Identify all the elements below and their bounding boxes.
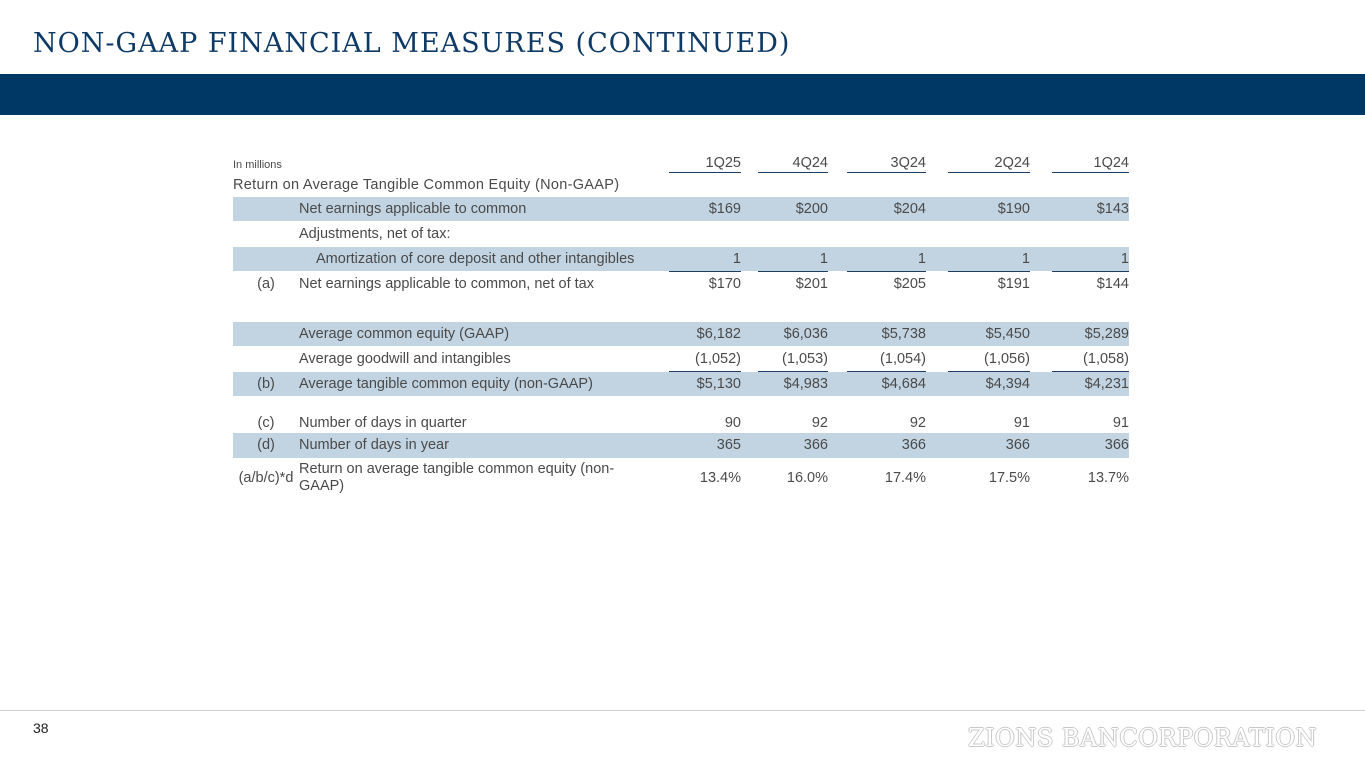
table-row: (a) Net earnings applicable to common, n… [233,272,1129,296]
column-header: 4Q24 [792,155,828,171]
column-header-underline [948,172,1030,173]
cell-value: (1,054) [880,351,926,367]
units-note: In millions [233,159,282,171]
column-header-underline [669,172,741,173]
subtotal-underline [847,271,926,272]
cell-value: $6,182 [696,326,741,342]
table-row: Net earnings applicable to common $169 $… [233,197,1129,221]
cell-value: 92 [811,415,828,431]
row-label: (a) [257,276,275,292]
cell-value: $6,036 [783,326,828,342]
subtotal-underline [669,271,741,272]
cell-value: 1 [732,251,741,267]
subtotal-underline [948,371,1030,372]
subtotal-underline [948,271,1030,272]
row-label: (a/b/c)*d [238,470,294,486]
subtotal-underline [669,371,741,372]
column-header: 2Q24 [994,155,1030,171]
column-header-underline [847,172,926,173]
cell-value: 1 [1021,251,1030,267]
table-row: Adjustments, net of tax: [233,222,1129,246]
cell-value: $200 [795,201,828,217]
cell-value: $5,738 [881,326,926,342]
table-row: (c) Number of days in quarter 90 92 92 9… [233,411,1129,433]
row-description: Adjustments, net of tax: [299,226,451,242]
column-header-underline [758,172,828,173]
row-description: Net earnings applicable to common, net o… [299,276,594,292]
cell-value: $205 [893,276,926,292]
header-band [0,74,1365,115]
cell-value: $144 [1096,276,1129,292]
cell-value: $204 [893,201,926,217]
cell-value: $4,983 [783,376,828,392]
subtotal-underline [1052,271,1129,272]
cell-value: 366 [1005,437,1030,453]
cell-value: $201 [795,276,828,292]
page-title: NON-GAAP FINANCIAL MEASURES (CONTINUED) [33,28,791,59]
row-description: Number of days in quarter [299,415,467,431]
column-header: 1Q24 [1093,155,1129,171]
subtotal-underline [758,371,828,372]
column-header: 3Q24 [890,155,926,171]
cell-value: $4,394 [985,376,1030,392]
company-logo: ZIONS BANCORPORATION [968,724,1318,752]
row-label: (d) [257,437,275,453]
table-header-row: In millions 1Q25 4Q24 3Q24 2Q24 1Q24 [233,155,1129,175]
row-description: Average goodwill and intangibles [299,351,511,367]
subtotal-underline [1052,371,1129,372]
cell-value: $170 [708,276,741,292]
cell-value: 90 [724,415,741,431]
cell-value: (1,056) [984,351,1030,367]
section-heading: Return on Average Tangible Common Equity… [233,176,1129,198]
cell-value: $5,289 [1084,326,1129,342]
cell-value: $4,684 [881,376,926,392]
row-description: Return on average tangible common equity… [299,461,615,494]
cell-value: 91 [1112,415,1129,431]
cell-value: $5,450 [985,326,1030,342]
cell-value: $169 [708,201,741,217]
row-label: (c) [257,415,275,431]
table-row: Average goodwill and intangibles (1,052)… [233,347,1129,371]
cell-value: $191 [997,276,1030,292]
cell-value: 1 [1120,251,1129,267]
cell-value: $4,231 [1084,376,1129,392]
cell-value: $5,130 [696,376,741,392]
row-label: (b) [257,376,275,392]
cell-value: 366 [1104,437,1129,453]
column-header-underline [1052,172,1129,173]
cell-value: 13.7% [1087,470,1129,486]
cell-value: (1,052) [695,351,741,367]
table-row: Average common equity (GAAP) $6,182 $6,0… [233,322,1129,346]
cell-value: 366 [803,437,828,453]
row-description: Average tangible common equity (non-GAAP… [299,376,593,392]
cell-value: 91 [1013,415,1030,431]
cell-value: $190 [997,201,1030,217]
table-row: (a/b/c)*d Return on average tangible com… [233,459,1129,499]
row-description: Net earnings applicable to common [299,201,527,217]
cell-value: 366 [901,437,926,453]
cell-value: 13.4% [699,470,741,486]
cell-value: (1,053) [782,351,828,367]
cell-value: $143 [1096,201,1129,217]
section-heading-text: Return on Average Tangible Common Equity… [233,177,620,193]
column-header: 1Q25 [705,155,741,171]
table-row: (d) Number of days in year 365 366 366 3… [233,433,1129,458]
cell-value: 17.5% [988,470,1030,486]
row-description: Amortization of core deposit and other i… [316,251,635,267]
row-description: Average common equity (GAAP) [299,326,510,342]
row-description: Number of days in year [299,437,449,453]
table-row: Amortization of core deposit and other i… [233,247,1129,271]
cell-value: 92 [909,415,926,431]
cell-value: (1,058) [1083,351,1129,367]
cell-value: 1 [819,251,828,267]
cell-value: 17.4% [884,470,926,486]
subtotal-underline [847,371,926,372]
cell-value: 1 [917,251,926,267]
page-number: 38 [33,720,49,736]
subtotal-underline [758,271,828,272]
table-row: (b) Average tangible common equity (non-… [233,372,1129,396]
cell-value: 365 [716,437,741,453]
cell-value: 16.0% [786,470,828,486]
footer-divider [0,710,1365,711]
